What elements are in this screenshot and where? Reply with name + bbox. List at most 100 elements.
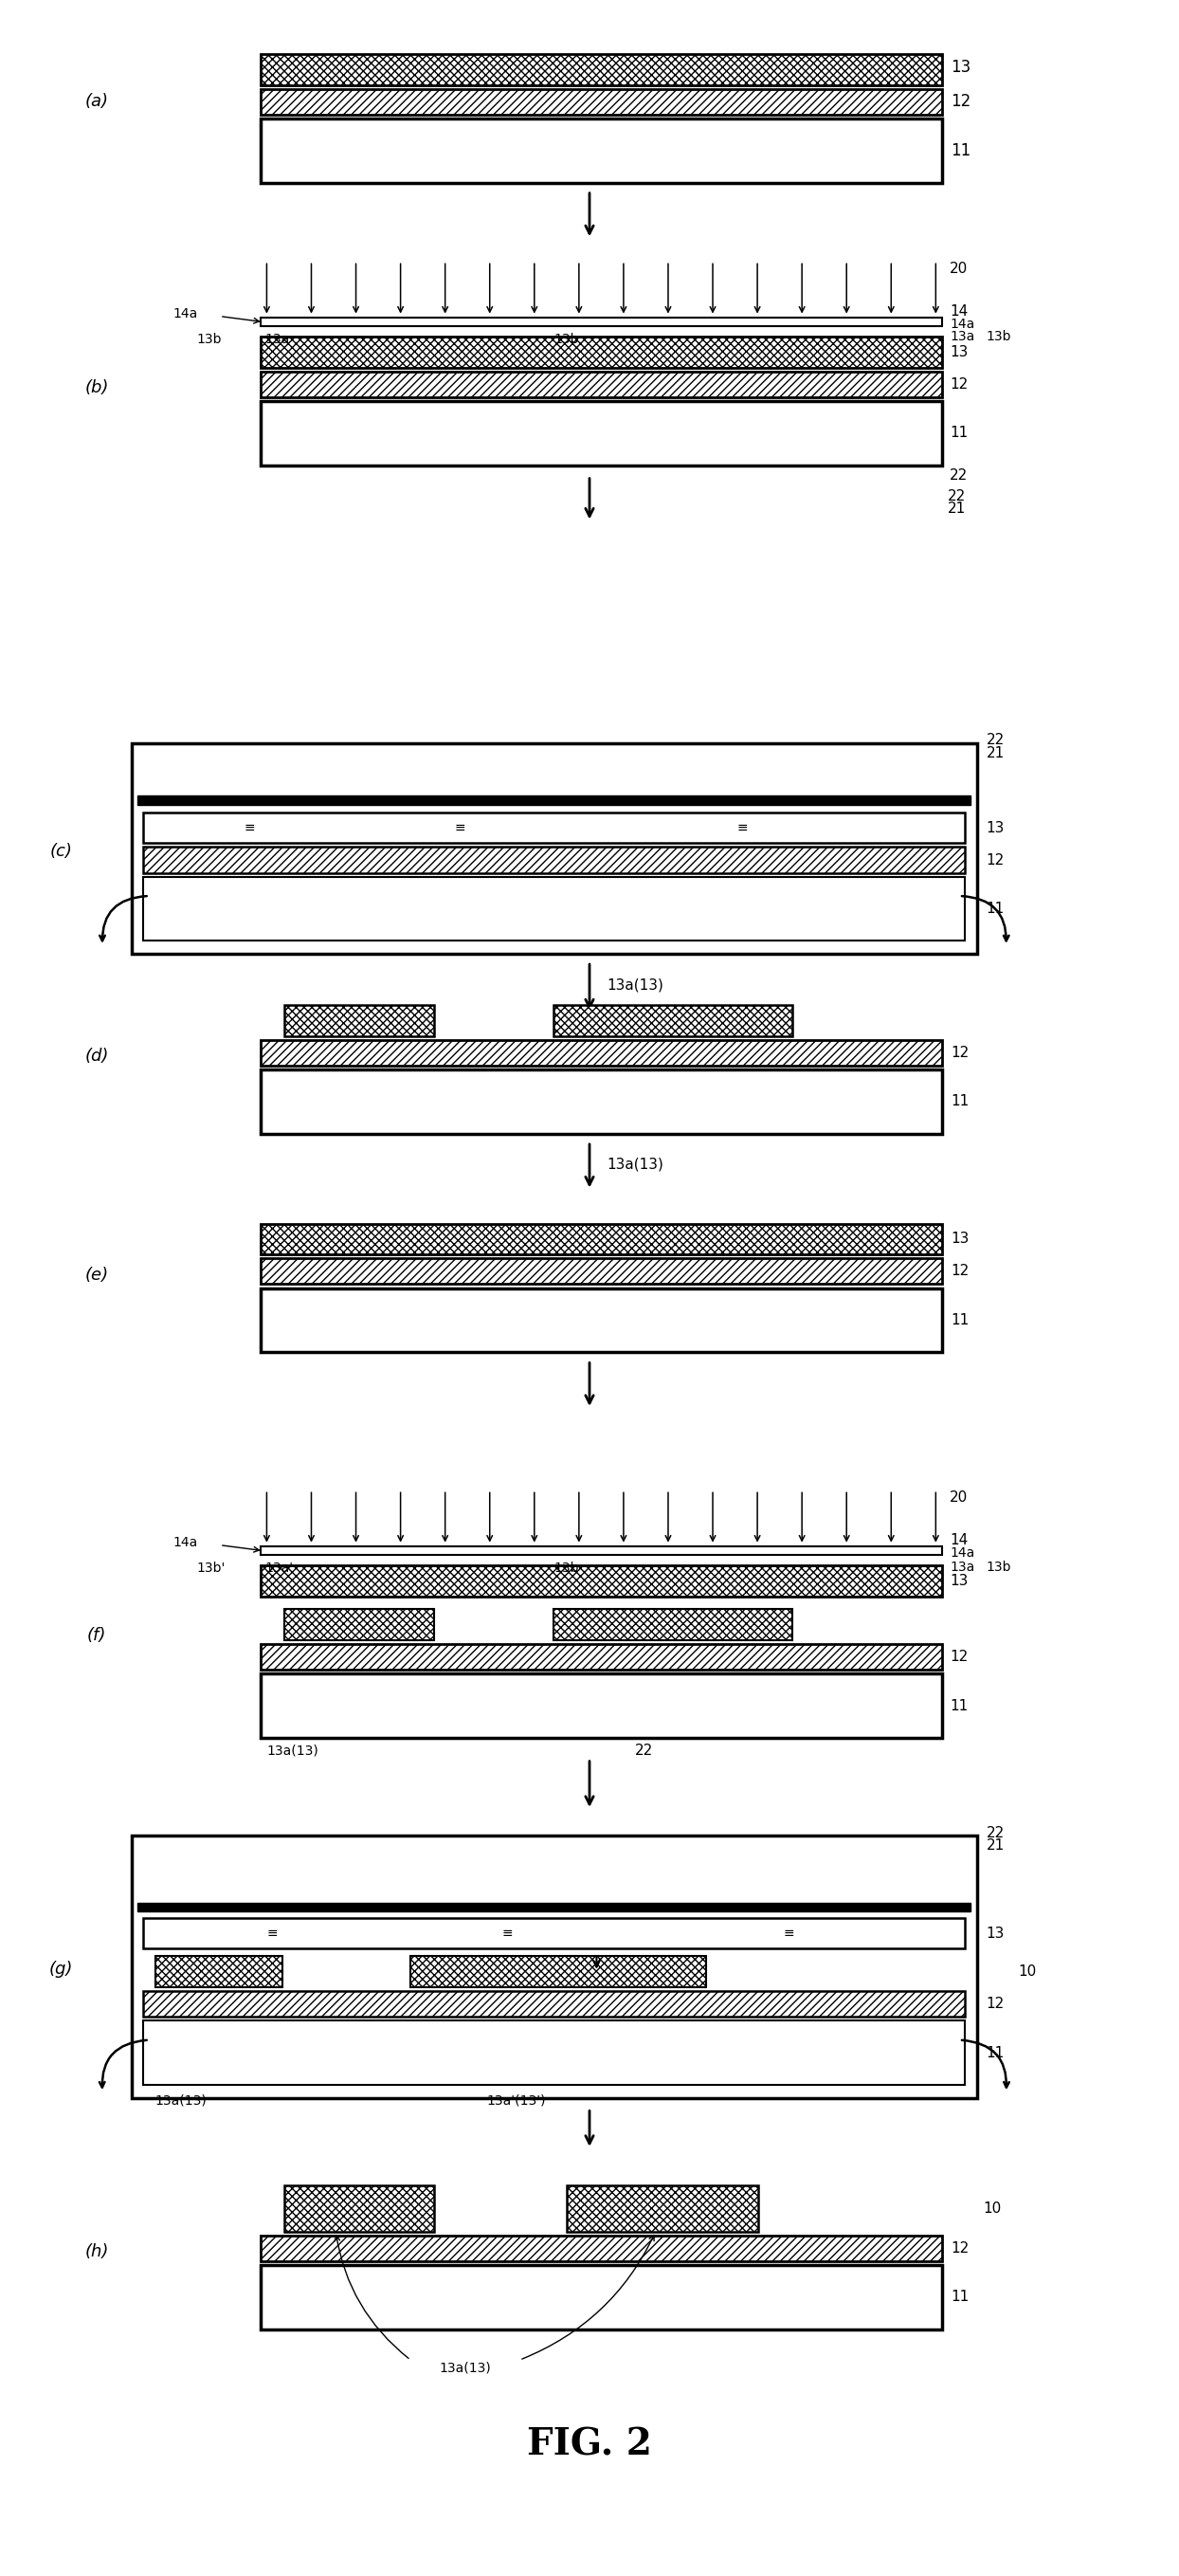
Text: (a): (a) [85,93,108,111]
Bar [261,1546,942,1556]
Text: FIG. 2: FIG. 2 [527,2427,652,2463]
Bar [144,876,966,940]
Text: 22: 22 [948,489,966,502]
Text: (d): (d) [85,1048,108,1064]
Bar [261,1674,942,1739]
Text: 13: 13 [986,822,1005,835]
Text: 12: 12 [986,1996,1005,2012]
Bar [144,811,966,842]
Text: ≡: ≡ [268,1927,278,1940]
Bar [261,1643,942,1669]
Text: ≡: ≡ [244,822,255,835]
Bar [261,2236,942,2262]
Text: 12: 12 [951,2241,969,2254]
Text: 12: 12 [951,1265,969,1278]
Bar [284,1610,434,1641]
Text: 13b: 13b [554,1561,579,1574]
Text: 21: 21 [986,1839,1005,1852]
Bar [410,1955,706,1986]
Text: 21: 21 [986,747,1005,760]
Bar [138,796,971,804]
Text: 11: 11 [986,902,1005,917]
Bar [261,317,942,327]
Text: 14a: 14a [950,317,975,330]
Text: 11: 11 [951,2290,969,2303]
Text: 14a: 14a [950,1546,975,1558]
Text: 13: 13 [951,59,971,75]
Text: 11: 11 [950,1698,968,1713]
Bar [261,1041,942,1066]
Text: 20: 20 [950,263,968,276]
Text: 21: 21 [948,502,966,515]
Text: (g): (g) [50,1960,73,1978]
Bar [144,2020,966,2084]
Bar [132,1837,977,2097]
Bar [261,2264,942,2329]
Bar [261,1224,942,1255]
Bar [261,371,942,397]
Bar [261,337,942,368]
Text: 11: 11 [950,425,968,440]
Bar [132,742,977,953]
Text: 13b: 13b [196,332,222,345]
Text: 13a(13): 13a(13) [156,2094,208,2107]
Bar [284,1005,434,1036]
Bar [261,1260,942,1285]
Text: 13b': 13b' [196,1561,225,1574]
Bar [261,402,942,466]
Text: 12: 12 [950,376,968,392]
Bar [144,848,966,873]
Text: 13: 13 [950,1574,968,1589]
Text: 13: 13 [950,345,968,361]
Text: 13a(13): 13a(13) [439,2362,490,2375]
Bar [284,2184,434,2231]
Text: (h): (h) [85,2244,108,2262]
Text: 11: 11 [986,2045,1005,2061]
Bar [261,1069,942,1133]
Text: 13a: 13a [264,332,289,345]
Text: 13: 13 [951,1231,969,1247]
Text: 13: 13 [986,1927,1005,1940]
Bar [138,1904,971,1911]
Text: 13a'(13'): 13a'(13') [487,2094,546,2107]
Text: 10: 10 [1017,1965,1036,1978]
Bar [567,2184,758,2231]
Text: 13b: 13b [986,1561,1012,1574]
Text: 12: 12 [951,1046,969,1059]
Text: 20: 20 [950,1492,968,1504]
Text: 12: 12 [950,1649,968,1664]
Text: (f): (f) [87,1625,106,1643]
Text: 14: 14 [950,304,968,319]
Bar [554,1005,792,1036]
Text: ≡: ≡ [784,1927,795,1940]
Text: 13a(13): 13a(13) [607,976,664,992]
Text: 13b: 13b [554,332,579,345]
Bar [261,1288,942,1352]
Text: 13a(13): 13a(13) [266,1744,318,1757]
Text: 10: 10 [983,2202,1001,2215]
Bar [554,1610,792,1641]
Text: 13a: 13a [950,330,975,343]
Bar [144,1917,966,1947]
Bar [156,1955,282,1986]
Text: ≡: ≡ [502,1927,513,1940]
Text: 13a: 13a [950,1561,975,1574]
Text: 12: 12 [951,93,971,111]
Text: (c): (c) [50,842,73,860]
Bar [261,118,942,183]
Text: (e): (e) [85,1267,108,1283]
Text: 22: 22 [986,734,1005,747]
Bar [261,88,942,113]
Text: 14a: 14a [173,307,198,319]
Text: 14a: 14a [173,1535,198,1548]
Text: 13a': 13a' [264,1561,292,1574]
Text: 22: 22 [986,1826,1005,1839]
Text: 11: 11 [951,1314,969,1327]
Text: 13b: 13b [986,330,1012,343]
Text: ≡: ≡ [737,822,747,835]
Text: 12: 12 [986,853,1005,868]
Text: 22: 22 [635,1744,653,1757]
Text: 14: 14 [950,1533,968,1548]
Bar [144,1991,966,2017]
Bar [261,1566,942,1597]
